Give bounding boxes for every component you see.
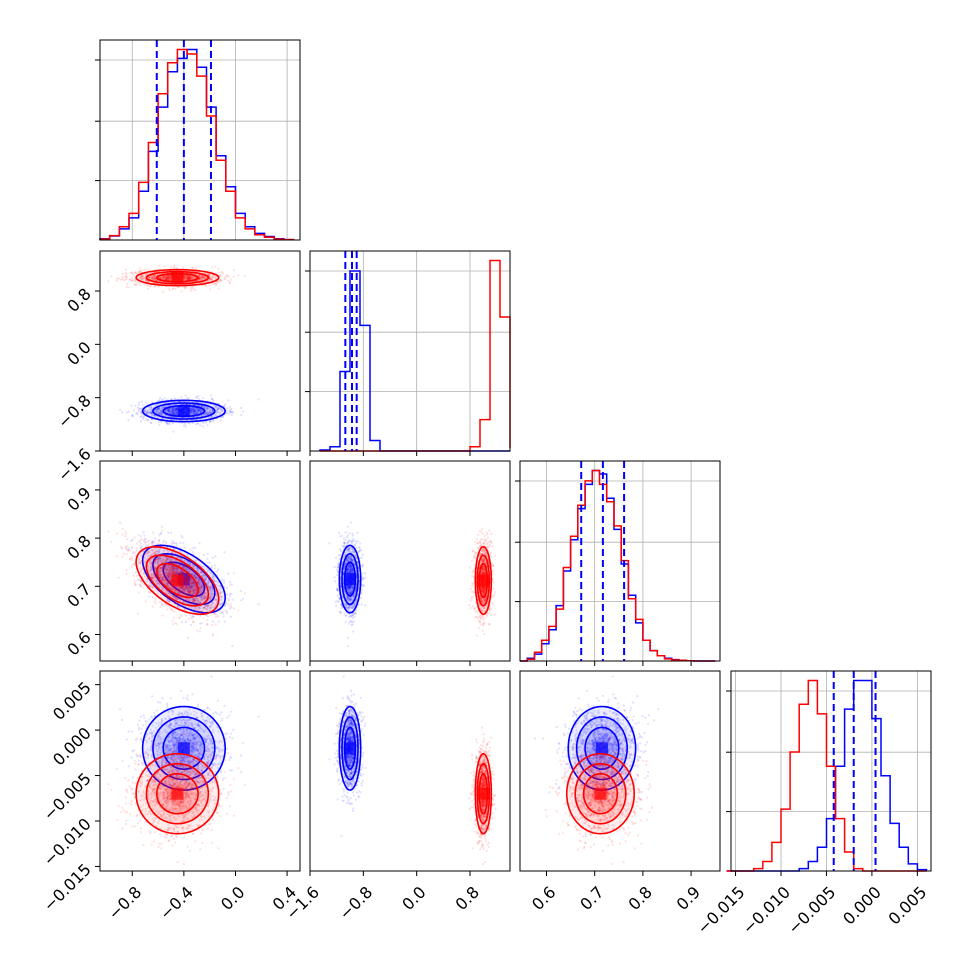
density-peak-red bbox=[171, 271, 184, 284]
panel-frame bbox=[99, 250, 301, 452]
panel-frame bbox=[309, 670, 511, 872]
panel-frame bbox=[519, 670, 721, 872]
x-tick-label: −0.005 bbox=[784, 883, 839, 938]
panel-body bbox=[107, 264, 260, 433]
density-peak-red bbox=[594, 787, 607, 800]
hist-panel-1 bbox=[305, 250, 511, 452]
y-tick-label: 0.000 bbox=[49, 723, 95, 769]
y-tick-label: 0.8 bbox=[63, 284, 94, 315]
hist-panel-2 bbox=[515, 460, 721, 662]
histogram-red bbox=[99, 48, 295, 241]
histogram-red bbox=[320, 259, 511, 452]
y-tick-label: 0.005 bbox=[49, 678, 95, 724]
x-tick-label: −0.015 bbox=[693, 883, 748, 938]
hist-panel-0 bbox=[95, 39, 301, 241]
panel-frame bbox=[99, 39, 301, 241]
x-tick-label: −0.4 bbox=[156, 883, 197, 924]
density-peak-red bbox=[171, 574, 184, 587]
x-tick-label: 0.8 bbox=[452, 883, 483, 914]
density-peak-red bbox=[171, 787, 184, 800]
y-tick-label: −0.015 bbox=[39, 860, 94, 915]
density-peak-blue bbox=[177, 405, 190, 417]
x-tick-label: 0.9 bbox=[673, 883, 704, 914]
x-tick-label: 0.005 bbox=[885, 883, 931, 929]
x-tick-label: 0.6 bbox=[528, 883, 559, 914]
panel-frame bbox=[730, 670, 932, 872]
panel-2-1 bbox=[309, 460, 511, 662]
density-peak-blue bbox=[344, 742, 356, 755]
density-peak-red bbox=[477, 574, 490, 587]
y-tick-label: −0.8 bbox=[54, 391, 95, 432]
x-tick-label: 0.000 bbox=[839, 883, 885, 929]
panel-frame bbox=[519, 460, 721, 662]
scatter-blue bbox=[119, 675, 260, 838]
panel-1-0 bbox=[99, 250, 301, 452]
panel-frame bbox=[309, 250, 511, 452]
histogram-blue bbox=[319, 270, 510, 452]
panel-3-2 bbox=[519, 670, 721, 872]
density-peak-red bbox=[477, 787, 490, 800]
x-tick-label: 0.8 bbox=[624, 883, 655, 914]
panel-frame bbox=[99, 460, 301, 662]
panel-frame bbox=[99, 670, 301, 872]
y-tick-label: 0.6 bbox=[63, 628, 94, 659]
x-tick-label: 0.0 bbox=[398, 883, 429, 914]
y-tick-label: −0.010 bbox=[39, 814, 94, 869]
density-peak-blue bbox=[595, 742, 608, 755]
density-peak-blue bbox=[177, 742, 190, 755]
y-tick-label: 0.0 bbox=[63, 338, 94, 369]
panel-body bbox=[328, 521, 497, 648]
x-tick-label: 0.0 bbox=[217, 883, 248, 914]
panel-body bbox=[107, 675, 260, 866]
panel-body bbox=[107, 521, 260, 648]
x-tick-label: −0.8 bbox=[335, 883, 376, 924]
y-tick-label: −1.6 bbox=[54, 444, 95, 485]
y-tick-label: −0.005 bbox=[39, 769, 94, 824]
panel-frame bbox=[309, 460, 511, 662]
panel-3-1 bbox=[309, 670, 511, 872]
panel-body bbox=[328, 675, 497, 866]
panel-body bbox=[533, 675, 660, 866]
x-tick-label: −0.8 bbox=[104, 883, 145, 924]
x-tick-label: −0.010 bbox=[739, 883, 794, 938]
histogram-blue bbox=[99, 48, 295, 241]
panel-3-0 bbox=[99, 670, 301, 872]
histogram-red bbox=[520, 469, 716, 662]
hist-panel-3 bbox=[726, 670, 932, 872]
y-tick-label: 0.9 bbox=[63, 483, 94, 514]
y-tick-label: 0.8 bbox=[63, 531, 94, 562]
density-peak-blue bbox=[344, 573, 356, 586]
y-tick-label: 0.7 bbox=[63, 580, 94, 611]
x-tick-label: 0.7 bbox=[576, 883, 607, 914]
panel-2-0 bbox=[99, 460, 301, 662]
